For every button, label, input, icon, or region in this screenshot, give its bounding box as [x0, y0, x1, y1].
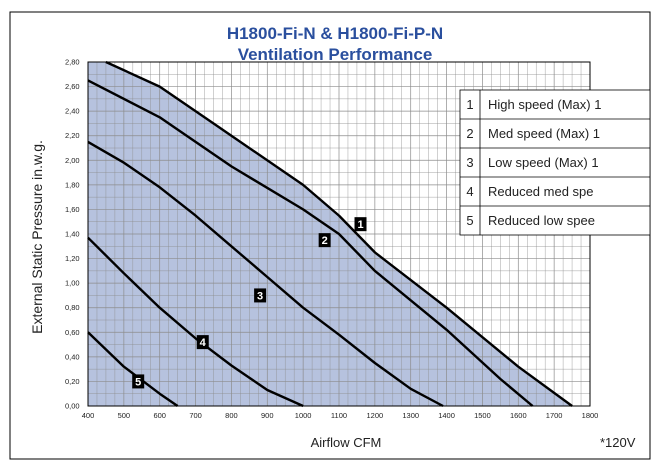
legend-number: 3 — [466, 155, 473, 170]
legend-box — [459, 89, 651, 236]
legend-number: 5 — [466, 213, 473, 228]
y-tick-label: 2,80 — [65, 58, 80, 67]
x-tick-label: 500 — [118, 411, 131, 420]
legend-entry: Reduced med spe — [488, 184, 594, 199]
series-marker-4 — [196, 335, 209, 350]
x-tick-label: 600 — [153, 411, 166, 420]
legend: 1 High speed (Max) 1 2 Med speed (Max) 1 3 Lo… — [459, 89, 651, 236]
series-marker-label-2: 2 — [322, 235, 328, 247]
series-marker-1 — [354, 217, 367, 232]
y-tick-label: 1,80 — [65, 180, 80, 189]
y-tick-label: 2,00 — [65, 156, 80, 165]
series-line-3 — [87, 140, 444, 408]
x-tick-label: 1300 — [402, 411, 419, 420]
series-line-4 — [87, 236, 304, 408]
y-axis-label: External Static Pressure in.w.g. — [29, 140, 45, 334]
x-tick-label: 1000 — [295, 411, 312, 420]
x-tick-label: 1400 — [438, 411, 455, 420]
y-tick-label: 1,60 — [65, 205, 80, 214]
y-tick-label: 2,20 — [65, 131, 80, 140]
x-tick-label: 1500 — [474, 411, 491, 420]
x-tick-label: 400 — [82, 411, 95, 420]
legend-entry: Med speed (Max) 1 — [488, 126, 600, 141]
x-tick-label: 800 — [225, 411, 238, 420]
y-tick-label: 0,40 — [65, 352, 80, 361]
x-tick-label: 1100 — [331, 411, 347, 420]
x-tick-label: 700 — [189, 411, 202, 420]
legend-entry: High speed (Max) 1 — [488, 97, 601, 112]
x-tick-label: 1600 — [510, 411, 527, 420]
legend-number: 4 — [466, 184, 473, 199]
chart-layer: 400 500 600 700 800 900 1000 1100 1200 1300 1400 15… — [65, 58, 651, 420]
x-tick-labels: 400 500 600 700 800 900 1000 1100 1200 1300 1400 15… — [82, 411, 599, 420]
series-line-1 — [105, 60, 573, 407]
series-marker-label-4: 4 — [200, 337, 207, 349]
y-tick-label: 2,40 — [65, 107, 80, 116]
legend-entry: Low speed (Max) 1 — [488, 155, 599, 170]
y-tick-label: 0,60 — [65, 328, 80, 337]
series-marker-3 — [254, 288, 267, 303]
y-tick-labels: 0,00 0,20 0,40 0,60 0,80 1,00 1,20 1,40 1,60 1,80… — [65, 58, 80, 411]
x-tick-label: 1700 — [546, 411, 563, 420]
y-tick-label: 2,60 — [65, 82, 80, 91]
y-tick-label: 0,20 — [65, 377, 80, 386]
x-tick-label: 1200 — [367, 411, 384, 420]
legend-number: 2 — [466, 126, 473, 141]
x-tick-label: 900 — [261, 411, 274, 420]
y-tick-label: 0,80 — [65, 303, 80, 312]
series-marker-5 — [132, 374, 145, 389]
y-tick-label: 0,00 — [65, 402, 80, 411]
series-marker-label-1: 1 — [357, 219, 363, 231]
series-marker-label-5: 5 — [135, 376, 141, 388]
chart-title-line-1: H1800-Fi-N & H1800-Fi-P-N — [227, 24, 443, 43]
x-tick-label: 1800 — [582, 411, 599, 420]
x-axis-label: Airflow CFM — [311, 435, 382, 450]
series-marker-2 — [318, 233, 331, 248]
footnote: *120V — [600, 435, 636, 450]
chart-title-line-2: Ventilation Performance — [238, 45, 433, 64]
y-tick-label: 1,40 — [65, 230, 80, 239]
series-lines — [87, 60, 573, 408]
y-tick-label: 1,20 — [65, 254, 80, 263]
figure-frame — [9, 11, 651, 460]
series-marker-label-3: 3 — [257, 290, 263, 302]
series-line-2 — [87, 79, 534, 407]
legend-number: 1 — [466, 97, 473, 112]
y-tick-label: 1,00 — [65, 279, 80, 288]
legend-entry: Reduced low spee — [488, 213, 595, 228]
series-markers: 1 2 3 4 5 — [132, 217, 367, 389]
